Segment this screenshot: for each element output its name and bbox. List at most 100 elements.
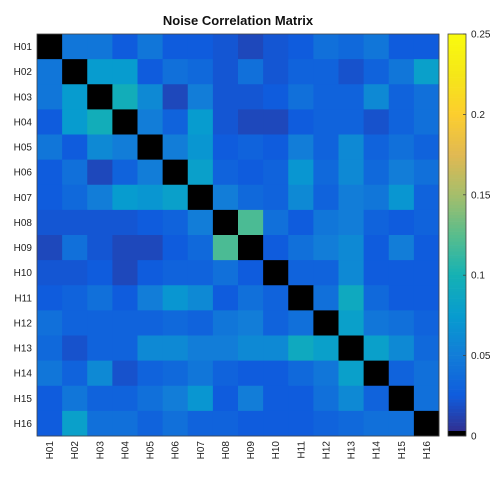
heatmap-cell-H10-H16 xyxy=(413,260,440,286)
heatmap-cell-H10-H07 xyxy=(187,260,214,286)
colorbar-band xyxy=(448,67,466,72)
colorbar-band xyxy=(448,365,466,370)
colorbar-band xyxy=(448,44,466,48)
heatmap-cell-H09-H10 xyxy=(263,235,289,261)
colorbar-tick-label: 0.2 xyxy=(471,110,485,121)
heatmap-cell-H10-H10 xyxy=(263,260,289,286)
heatmap-cell-H14-H10 xyxy=(263,360,289,387)
heatmap-cell-H05-H09 xyxy=(238,134,264,161)
colorbar-band xyxy=(448,54,466,58)
colorbar-band xyxy=(448,275,466,279)
heatmap-cell-H01-H09 xyxy=(238,34,264,60)
colorbar-band xyxy=(448,178,466,182)
colorbar-band xyxy=(448,147,466,152)
colorbar-band xyxy=(448,114,466,119)
colorbar-band xyxy=(448,422,466,427)
heatmap-cell-H11-H15 xyxy=(388,285,415,311)
heatmap-cell-H03-H08 xyxy=(212,84,239,110)
column-label-H12: H12 xyxy=(321,441,332,460)
heatmap-cell-H16-H13 xyxy=(338,410,365,437)
heatmap-cell-H02-H02 xyxy=(62,59,88,85)
heatmap-cell-H16-H15 xyxy=(388,410,415,437)
heatmap-cell-H09-H15 xyxy=(388,235,415,261)
colorbar-band xyxy=(448,221,466,226)
heatmap-cell-H13-H14 xyxy=(363,335,390,362)
heatmap-cell-H13-H15 xyxy=(388,335,415,362)
heatmap-cell-H10-H02 xyxy=(62,260,88,286)
heatmap-cell-H15-H15 xyxy=(388,385,415,412)
colorbar-band xyxy=(448,168,466,172)
heatmap-cell-H08-H13 xyxy=(338,209,365,236)
colorbar-band xyxy=(448,302,466,306)
colorbar-band xyxy=(448,194,466,199)
heatmap-cell-H11-H07 xyxy=(187,285,214,311)
column-label-H09: H09 xyxy=(246,441,257,460)
heatmap-cell-H02-H04 xyxy=(112,59,138,85)
heatmap-cell-H12-H07 xyxy=(187,310,214,336)
heatmap-cell-H01-H10 xyxy=(263,34,289,60)
heatmap-cell-H13-H12 xyxy=(313,335,339,362)
heatmap-cell-H11-H13 xyxy=(338,285,365,311)
colorbar-band xyxy=(448,231,466,236)
heatmap-cell-H16-H10 xyxy=(263,410,289,437)
heatmap-cell-H10-H08 xyxy=(212,260,239,286)
column-label-H05: H05 xyxy=(146,441,157,460)
heatmap-cell-H08-H14 xyxy=(363,209,390,236)
colorbar-band xyxy=(448,395,466,400)
heatmap-cell-H07-H14 xyxy=(363,184,390,211)
heatmap-cell-H14-H06 xyxy=(162,360,189,387)
heatmap-cell-H04-H10 xyxy=(263,109,289,135)
colorbar-band xyxy=(448,358,466,363)
colorbar-band xyxy=(448,111,466,115)
heatmap-cell-H05-H12 xyxy=(313,134,339,161)
colorbar-band xyxy=(448,268,466,273)
heatmap-cell-H04-H14 xyxy=(363,109,390,135)
heatmap-cell-H04-H01 xyxy=(37,109,63,135)
heatmap-cell-H16-H05 xyxy=(137,410,164,437)
heatmap-cell-H09-H04 xyxy=(112,235,138,261)
colorbar-band xyxy=(448,90,466,95)
heatmap-cell-H01-H02 xyxy=(62,34,88,60)
colorbar-band xyxy=(448,87,466,92)
row-label-H02: H02 xyxy=(14,67,33,78)
heatmap-cell-H08-H07 xyxy=(187,209,214,236)
colorbar-band xyxy=(448,362,466,366)
colorbar-band xyxy=(448,322,466,326)
heatmap-cell-H02-H10 xyxy=(263,59,289,85)
heatmap-cell-H14-H07 xyxy=(187,360,214,387)
heatmap-cell-H11-H01 xyxy=(37,285,63,311)
colorbar-band xyxy=(448,80,466,85)
colorbar-band xyxy=(448,107,466,112)
heatmap-cell-H15-H12 xyxy=(313,385,339,412)
heatmap-cell-H16-H14 xyxy=(363,410,390,437)
colorbar-band xyxy=(448,224,466,229)
heatmap-cell-H06-H13 xyxy=(338,159,365,186)
heatmap-cell-H06-H10 xyxy=(263,159,289,186)
heatmap-cell-H06-H15 xyxy=(388,159,415,186)
colorbar-band xyxy=(448,251,466,256)
heatmap-cell-H07-H02 xyxy=(62,184,88,211)
heatmap-cell-H03-H06 xyxy=(162,84,189,110)
colorbar-band xyxy=(448,265,466,269)
colorbar-frame xyxy=(447,33,467,437)
heatmap-cell-H15-H13 xyxy=(338,385,365,412)
heatmap-cell-H05-H11 xyxy=(288,134,314,161)
heatmap-cell-H16-H12 xyxy=(313,410,339,437)
heatmap-cell-H14-H01 xyxy=(37,360,63,387)
colorbar-band xyxy=(448,208,466,212)
heatmap-cell-H13-H05 xyxy=(137,335,164,362)
heatmap-cell-H12-H14 xyxy=(363,310,390,336)
heatmap-cell-H03-H09 xyxy=(238,84,264,110)
colorbar-band xyxy=(448,402,466,407)
column-label-H01: H01 xyxy=(45,441,56,460)
row-label-H07: H07 xyxy=(14,193,33,204)
colorbar-tick-label: 0 xyxy=(471,432,477,443)
heatmap-cell-H14-H02 xyxy=(62,360,88,387)
heatmap-cell-H08-H10 xyxy=(263,209,289,236)
heatmap-cell-H09-H05 xyxy=(137,235,164,261)
heatmap-cell-H07-H07 xyxy=(187,184,214,211)
colorbar-tick-label: 0.05 xyxy=(471,351,491,362)
heatmap-cell-H01-H16 xyxy=(413,34,440,60)
column-label-H03: H03 xyxy=(95,441,106,460)
